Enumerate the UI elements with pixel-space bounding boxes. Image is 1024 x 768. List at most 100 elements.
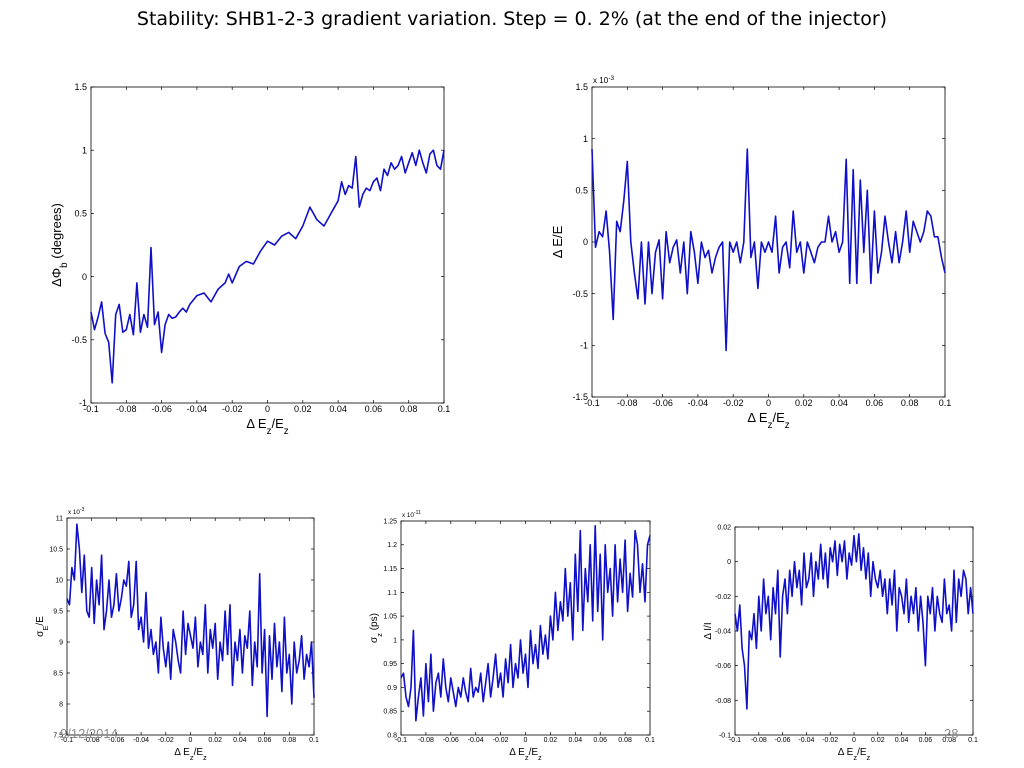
series-line	[66, 523, 315, 718]
x-tick-label: -0.08	[617, 398, 638, 408]
x-tick-label: 0.1	[309, 737, 319, 744]
x-tick-label: 0.08	[618, 737, 632, 744]
x-tick-label: -0.04	[133, 737, 149, 744]
x-tick-label: -0.1	[584, 398, 600, 408]
y-tick-label: 0.8	[387, 732, 397, 739]
y-tick-label: 1.05	[383, 614, 397, 621]
y-tick-label: -0.06	[715, 663, 731, 670]
y-tick-label: 1	[82, 145, 87, 155]
y-tick-label: -1	[79, 398, 87, 408]
x-tick-label: 0.04	[233, 737, 247, 744]
chart-1: -0.1 -0.08 -0.06 -0.04 -0.02 0 0.02 0.04 0.06 0.0…	[49, 82, 450, 436]
x-tick-label: -0.06	[108, 737, 124, 744]
x-tick-label: 0.06	[365, 404, 383, 414]
x-tick-label: -0.08	[84, 737, 100, 744]
page-number: 28	[944, 726, 959, 741]
y-tick-label: -0.08	[715, 698, 731, 705]
chart-2: -0.1 -0.08 -0.06 -0.04 -0.02 0 0.02 0.04 0.06 0.0…	[550, 75, 951, 431]
y-tick-label: 1.15	[383, 566, 397, 573]
y-tick-label: 0.9	[387, 685, 397, 692]
y-tick-label: -1	[580, 340, 588, 350]
plot-frame	[400, 520, 651, 736]
x-tick-label: 0.08	[942, 737, 956, 744]
series-line	[591, 148, 946, 352]
y-axis-label: σE/E	[35, 616, 50, 637]
chart-5: -0.1 -0.08 -0.06 -0.04 -0.02 0 0.02 0.04 0.06 0.0…	[703, 524, 978, 761]
x-tick-label: -0.04	[798, 737, 814, 744]
x-tick-label: 0.02	[208, 737, 222, 744]
y-tick-label: 7.5	[53, 732, 63, 739]
series-line	[90, 149, 445, 384]
x-tick-label: -0.1	[395, 737, 407, 744]
x-tick-label: -0.02	[493, 737, 509, 744]
x-tick-label: -0.1	[729, 737, 741, 744]
x-tick-label: 0.1	[645, 737, 655, 744]
x-tick-label: -0.04	[688, 398, 709, 408]
x-tick-label: -0.02	[158, 737, 174, 744]
x-tick-label: 0.04	[568, 737, 582, 744]
y-tick-label: 1.1	[387, 590, 397, 597]
x-tick-label: 0.04	[895, 737, 909, 744]
y-tick-label: 0	[82, 272, 87, 282]
x-tick-label: 0.06	[866, 398, 884, 408]
y-tick-label: 1	[393, 637, 397, 644]
y-tick-label: -0.5	[572, 289, 588, 299]
x-tick-label: -0.08	[116, 404, 137, 414]
y-tick-label: 1.25	[383, 518, 397, 525]
x-axis-label: Δ Ez/Ez	[838, 747, 871, 762]
x-tick-label: 0.08	[901, 398, 919, 408]
x-tick-label: -0.06	[775, 737, 791, 744]
y-tick-label: 10.5	[49, 546, 63, 553]
x-tick-label: -0.02	[822, 737, 838, 744]
y-tick-label: -1.5	[572, 392, 588, 402]
y-tick-label: -0.5	[71, 335, 87, 345]
y-tick-label: 0	[727, 559, 731, 566]
x-tick-label: -0.04	[187, 404, 208, 414]
x-tick-label: -0.06	[151, 404, 172, 414]
chart-3: -0.1 -0.08 -0.06 -0.04 -0.02 0 0.02 0.04 0.06 0.0…	[35, 507, 319, 762]
y-tick-label: -0.02	[715, 594, 731, 601]
axis-exponent: x 10-3	[593, 75, 614, 86]
x-axis-label: Δ Ez/Ez	[509, 747, 542, 762]
x-tick-label: -0.1	[83, 404, 99, 414]
x-tick-label: 0.08	[282, 737, 296, 744]
y-tick-label: 8	[59, 701, 63, 708]
plot-frame	[66, 517, 315, 736]
y-tick-label: 10	[55, 577, 63, 584]
y-tick-label: 0.02	[717, 524, 731, 531]
x-tick-label: 0	[524, 737, 528, 744]
y-tick-label: 0.95	[383, 661, 397, 668]
x-tick-label: 0.06	[919, 737, 933, 744]
y-tick-label: 9.5	[53, 608, 63, 615]
y-axis-label: σz (ps)	[369, 613, 384, 643]
x-tick-label: -0.02	[222, 404, 243, 414]
x-axis-label: Δ Ez/Ez	[747, 410, 789, 431]
x-tick-label: 0.1	[968, 737, 978, 744]
x-tick-label: -0.08	[418, 737, 434, 744]
x-tick-label: 0	[189, 737, 193, 744]
y-tick-label: 0.5	[575, 185, 588, 195]
x-tick-label: 0.02	[871, 737, 885, 744]
x-tick-label: 0.1	[438, 404, 451, 414]
footer-date: 9/12/2014	[60, 726, 118, 741]
x-tick-label: 0.04	[329, 404, 347, 414]
series-line	[400, 524, 651, 722]
x-tick-label: 0	[766, 398, 771, 408]
y-axis-label: Δ E/E	[550, 225, 565, 258]
x-tick-label: -0.04	[468, 737, 484, 744]
plot-frame	[734, 526, 974, 736]
y-tick-label: 8.5	[53, 670, 63, 677]
x-tick-label: -0.06	[652, 398, 673, 408]
x-tick-label: 0.1	[939, 398, 952, 408]
x-tick-label: 0.02	[294, 404, 312, 414]
y-tick-label: 11	[56, 515, 63, 522]
y-tick-label: 1.2	[387, 542, 397, 549]
series-line	[734, 533, 974, 710]
plot-frame	[90, 86, 445, 404]
x-tick-label: 0.02	[795, 398, 813, 408]
x-tick-label: 0.06	[593, 737, 607, 744]
x-tick-label: -0.1	[61, 737, 73, 744]
y-tick-label: 1.5	[74, 82, 87, 92]
x-tick-label: -0.08	[751, 737, 767, 744]
